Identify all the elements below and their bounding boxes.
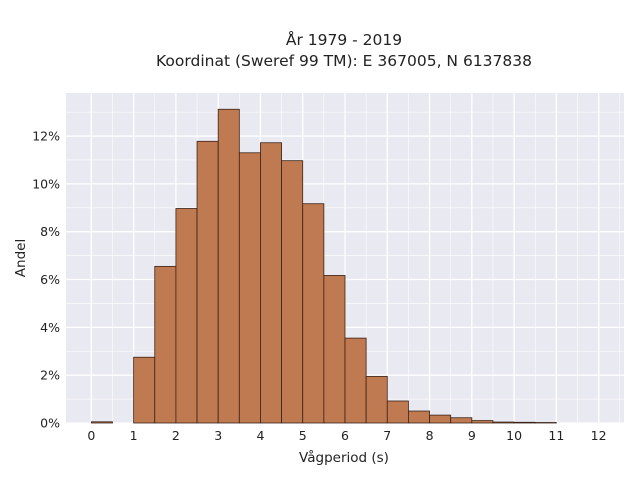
histogram-bar [217, 108, 240, 424]
x-tick-label: 3 [214, 428, 222, 443]
histogram-bar [471, 420, 494, 424]
histogram-bar [513, 421, 536, 424]
histogram-bar [281, 160, 304, 424]
x-tick-label: 1 [130, 428, 138, 443]
histogram-bar [133, 356, 156, 424]
histogram-bar [450, 417, 473, 424]
x-tick-label: 10 [506, 428, 522, 443]
y-axis-ticks: 0% 2% 4% 6% 8% 10% 12% [32, 129, 60, 431]
bars [90, 108, 557, 424]
y-tick-label: 0% [40, 416, 60, 431]
chart-title-line-1: År 1979 - 2019 [286, 30, 402, 49]
histogram-bar [90, 421, 113, 424]
x-tick-label: 8 [426, 428, 434, 443]
x-tick-label: 0 [87, 428, 95, 443]
x-tick-label: 12 [591, 428, 607, 443]
histogram-bar [344, 337, 367, 424]
histogram-bar [154, 265, 177, 424]
histogram-bar [429, 414, 452, 424]
x-tick-label: 9 [468, 428, 476, 443]
x-tick-label: 11 [548, 428, 564, 443]
y-tick-label: 6% [40, 272, 60, 287]
x-tick-label: 5 [299, 428, 307, 443]
y-axis-label: Andel [13, 239, 29, 277]
y-tick-label: 2% [40, 368, 60, 383]
x-tick-label: 2 [172, 428, 180, 443]
x-axis-ticks: 0 1 2 3 4 5 6 7 8 9 10 11 12 [87, 428, 606, 443]
chart-title-line-2: Koordinat (Sweref 99 TM): E 367005, N 61… [156, 52, 532, 70]
histogram-bar [196, 140, 219, 424]
histogram-bar [175, 208, 198, 424]
x-tick-label: 7 [383, 428, 391, 443]
histogram-bar [408, 410, 430, 424]
histogram-bar [323, 275, 346, 424]
x-tick-label: 4 [256, 428, 264, 443]
histogram-bar [365, 375, 388, 424]
y-tick-label: 4% [40, 320, 60, 335]
x-tick-label: 6 [341, 428, 349, 443]
histogram-bar [492, 421, 515, 424]
histogram-bar [238, 152, 261, 424]
y-tick-label: 8% [40, 224, 60, 239]
histogram-bar [386, 400, 409, 424]
y-tick-label: 10% [32, 176, 60, 191]
x-axis-label: Vågperiod (s) [299, 449, 389, 466]
y-tick-label: 12% [32, 129, 60, 144]
histogram-bar [260, 142, 282, 424]
histogram-bar [302, 203, 325, 424]
